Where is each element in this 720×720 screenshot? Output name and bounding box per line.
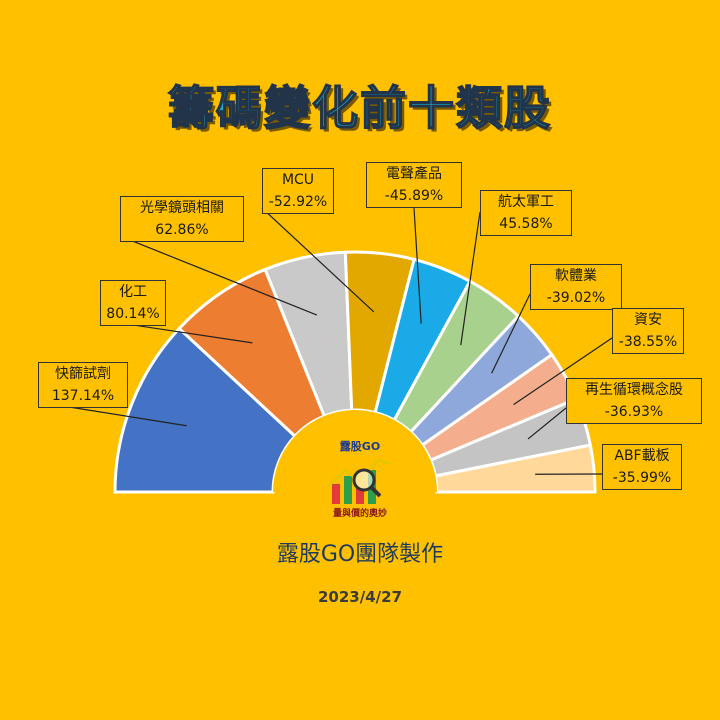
footer-credit: 露股GO團隊製作 xyxy=(276,542,444,567)
leader-line-6 xyxy=(460,211,481,346)
data-label-7: 軟體業 -39.02% xyxy=(530,264,622,310)
leader-line-5 xyxy=(413,207,422,324)
page-title: 籌碼變化前十類股 xyxy=(167,80,552,136)
leader-line-7 xyxy=(491,293,531,374)
data-label-value: -52.92% xyxy=(268,194,328,210)
data-label-2: 化工 80.14% xyxy=(100,280,166,326)
data-label-value: 45.58% xyxy=(499,216,553,232)
data-label-category: 光學鏡頭相關 xyxy=(140,200,224,216)
logo-bottom-text: 量與價的奧妙 xyxy=(333,507,387,519)
data-label-category: ABF載板 xyxy=(614,448,670,464)
magnifier-handle xyxy=(369,485,382,498)
data-label-category: 化工 xyxy=(119,284,147,300)
data-label-category: 再生循環概念股 xyxy=(585,382,683,398)
leader-line-8 xyxy=(513,337,613,406)
data-label-category: 快篩試劑 xyxy=(55,366,111,382)
data-label-value: 137.14% xyxy=(51,388,115,404)
brand-logo: 露股GO 量與價的奧妙 xyxy=(327,440,391,519)
data-label-value: 80.14% xyxy=(106,306,160,322)
data-label-category: 軟體業 xyxy=(555,268,597,284)
logo-bar-red xyxy=(332,484,340,504)
data-label-9: 再生循環概念股 -36.93% xyxy=(566,378,702,424)
data-label-value: -39.02% xyxy=(546,290,606,306)
data-label-6: 航太軍工 45.58% xyxy=(480,190,572,236)
data-label-4: MCU -52.92% xyxy=(262,168,334,214)
donut-hole xyxy=(273,410,437,492)
leader-line-4 xyxy=(261,207,375,313)
data-label-value: 62.86% xyxy=(155,222,209,238)
data-label-8: 資安 -38.55% xyxy=(612,308,684,354)
date-stamp: 2023/4/27 xyxy=(317,588,403,606)
data-label-category: 資安 xyxy=(634,312,662,328)
magnifier-icon xyxy=(352,468,376,492)
leader-line-3 xyxy=(119,235,318,316)
data-label-value: -38.55% xyxy=(618,334,678,350)
data-label-3: 光學鏡頭相關 62.86% xyxy=(120,196,244,242)
data-label-value: -35.99% xyxy=(612,470,672,486)
data-label-value: -36.93% xyxy=(604,404,664,420)
data-label-category: 航太軍工 xyxy=(498,194,554,210)
data-label-category: MCU xyxy=(281,172,315,188)
logo-bar-green xyxy=(344,476,352,504)
data-label-1: 快篩試劑 137.14% xyxy=(38,362,128,408)
leader-line-9 xyxy=(527,407,567,440)
data-label-category: 電聲產品 xyxy=(386,166,442,182)
logo-bar-red-2 xyxy=(356,488,364,504)
logo-top-text: 露股GO xyxy=(340,440,380,453)
data-label-5: 電聲產品 -45.89% xyxy=(366,162,462,208)
data-label-value: -45.89% xyxy=(384,188,444,204)
data-label-10: ABF載板 -35.99% xyxy=(602,444,682,490)
